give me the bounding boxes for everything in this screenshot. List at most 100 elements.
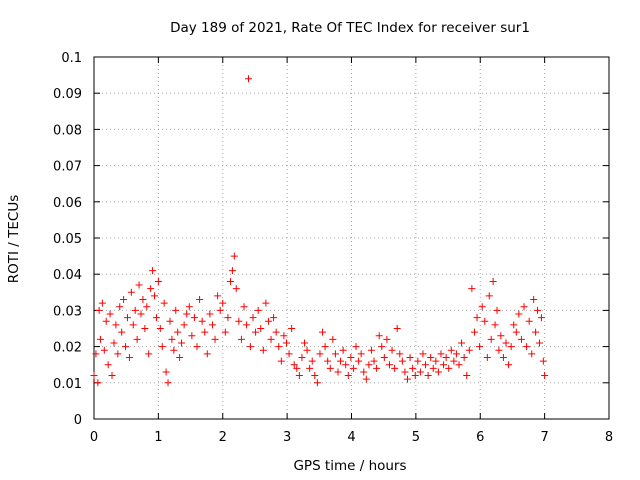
data-point (272, 328, 280, 336)
data-point (360, 368, 368, 376)
data-point (246, 343, 254, 351)
data-point (481, 317, 489, 325)
data-point (378, 343, 386, 351)
data-point (422, 361, 430, 369)
data-point (96, 335, 104, 343)
data-point (196, 296, 204, 304)
data-point (306, 364, 314, 372)
data-point (539, 357, 547, 365)
data-point (249, 314, 257, 322)
data-point (447, 346, 455, 354)
data-point (458, 339, 466, 347)
data-point (416, 368, 424, 376)
data-point (193, 343, 201, 351)
data-point (118, 328, 126, 336)
y-tick-label: 0.04 (53, 268, 82, 283)
data-point (252, 328, 260, 336)
data-point (497, 332, 505, 340)
data-point (267, 335, 275, 343)
data-point (370, 357, 378, 365)
data-point (401, 368, 409, 376)
data-point (478, 303, 486, 311)
y-tick-label: 0.09 (53, 87, 82, 102)
x-axis-label: GPS time / hours (293, 458, 406, 474)
data-point (483, 353, 491, 361)
data-point (344, 372, 352, 380)
data-point (257, 325, 265, 332)
data-point (245, 75, 252, 83)
data-point (313, 379, 321, 387)
y-tick-label: 0.01 (53, 377, 82, 392)
data-point (162, 368, 170, 376)
data-point (437, 350, 445, 358)
data-point (434, 368, 442, 376)
data-point (293, 364, 301, 372)
data-point (219, 299, 227, 307)
data-point (334, 368, 342, 376)
data-point (339, 346, 347, 354)
y-tick-label: 0.07 (53, 160, 82, 175)
data-point (298, 353, 306, 361)
y-tick-label: 0 (74, 413, 82, 428)
y-tick-label: 0.1 (61, 51, 82, 66)
data-point (409, 364, 417, 372)
data-point (226, 277, 234, 285)
data-point (141, 325, 149, 332)
data-points (90, 75, 549, 387)
data-point (342, 361, 350, 369)
data-point (308, 357, 316, 365)
data-point (190, 314, 198, 322)
data-point (282, 339, 290, 347)
data-point (512, 328, 520, 336)
data-point (154, 277, 162, 285)
data-point (465, 346, 473, 354)
data-point (493, 306, 501, 314)
data-point (156, 325, 164, 332)
data-point (473, 314, 481, 322)
data-point (122, 343, 130, 351)
data-point (264, 317, 272, 325)
data-point (243, 321, 251, 329)
data-point (388, 346, 396, 354)
data-point (355, 357, 363, 365)
data-point (102, 317, 110, 325)
data-point (183, 310, 191, 318)
x-tick-label: 7 (540, 430, 548, 445)
data-point (92, 350, 100, 358)
data-point (452, 350, 460, 358)
data-point (188, 332, 196, 340)
data-point (442, 353, 450, 361)
data-point (211, 335, 219, 343)
y-tick-label: 0.05 (53, 232, 82, 247)
x-tick-label: 4 (347, 430, 355, 445)
data-point (468, 285, 476, 293)
y-tick-label: 0.02 (53, 341, 82, 356)
data-point (143, 303, 151, 311)
data-point (185, 303, 193, 311)
data-point (180, 321, 188, 329)
data-point (262, 299, 270, 307)
data-point (94, 379, 102, 387)
data-point (429, 364, 437, 372)
data-point (280, 332, 288, 340)
data-point (137, 310, 145, 318)
data-point (385, 361, 393, 369)
x-tick-label: 1 (154, 430, 162, 445)
data-point (316, 350, 324, 358)
x-tick-label: 5 (412, 430, 420, 445)
data-point (108, 372, 116, 380)
data-point (237, 335, 245, 343)
data-point (537, 314, 545, 322)
data-point (206, 310, 214, 318)
data-point (135, 281, 143, 289)
data-point (419, 350, 427, 358)
axis-ticks (93, 56, 610, 420)
data-point (432, 357, 440, 365)
data-point (235, 317, 243, 325)
data-point (125, 353, 133, 361)
data-point (541, 372, 549, 380)
data-point (198, 317, 206, 325)
grid-lines (94, 57, 609, 419)
data-point (285, 350, 293, 358)
